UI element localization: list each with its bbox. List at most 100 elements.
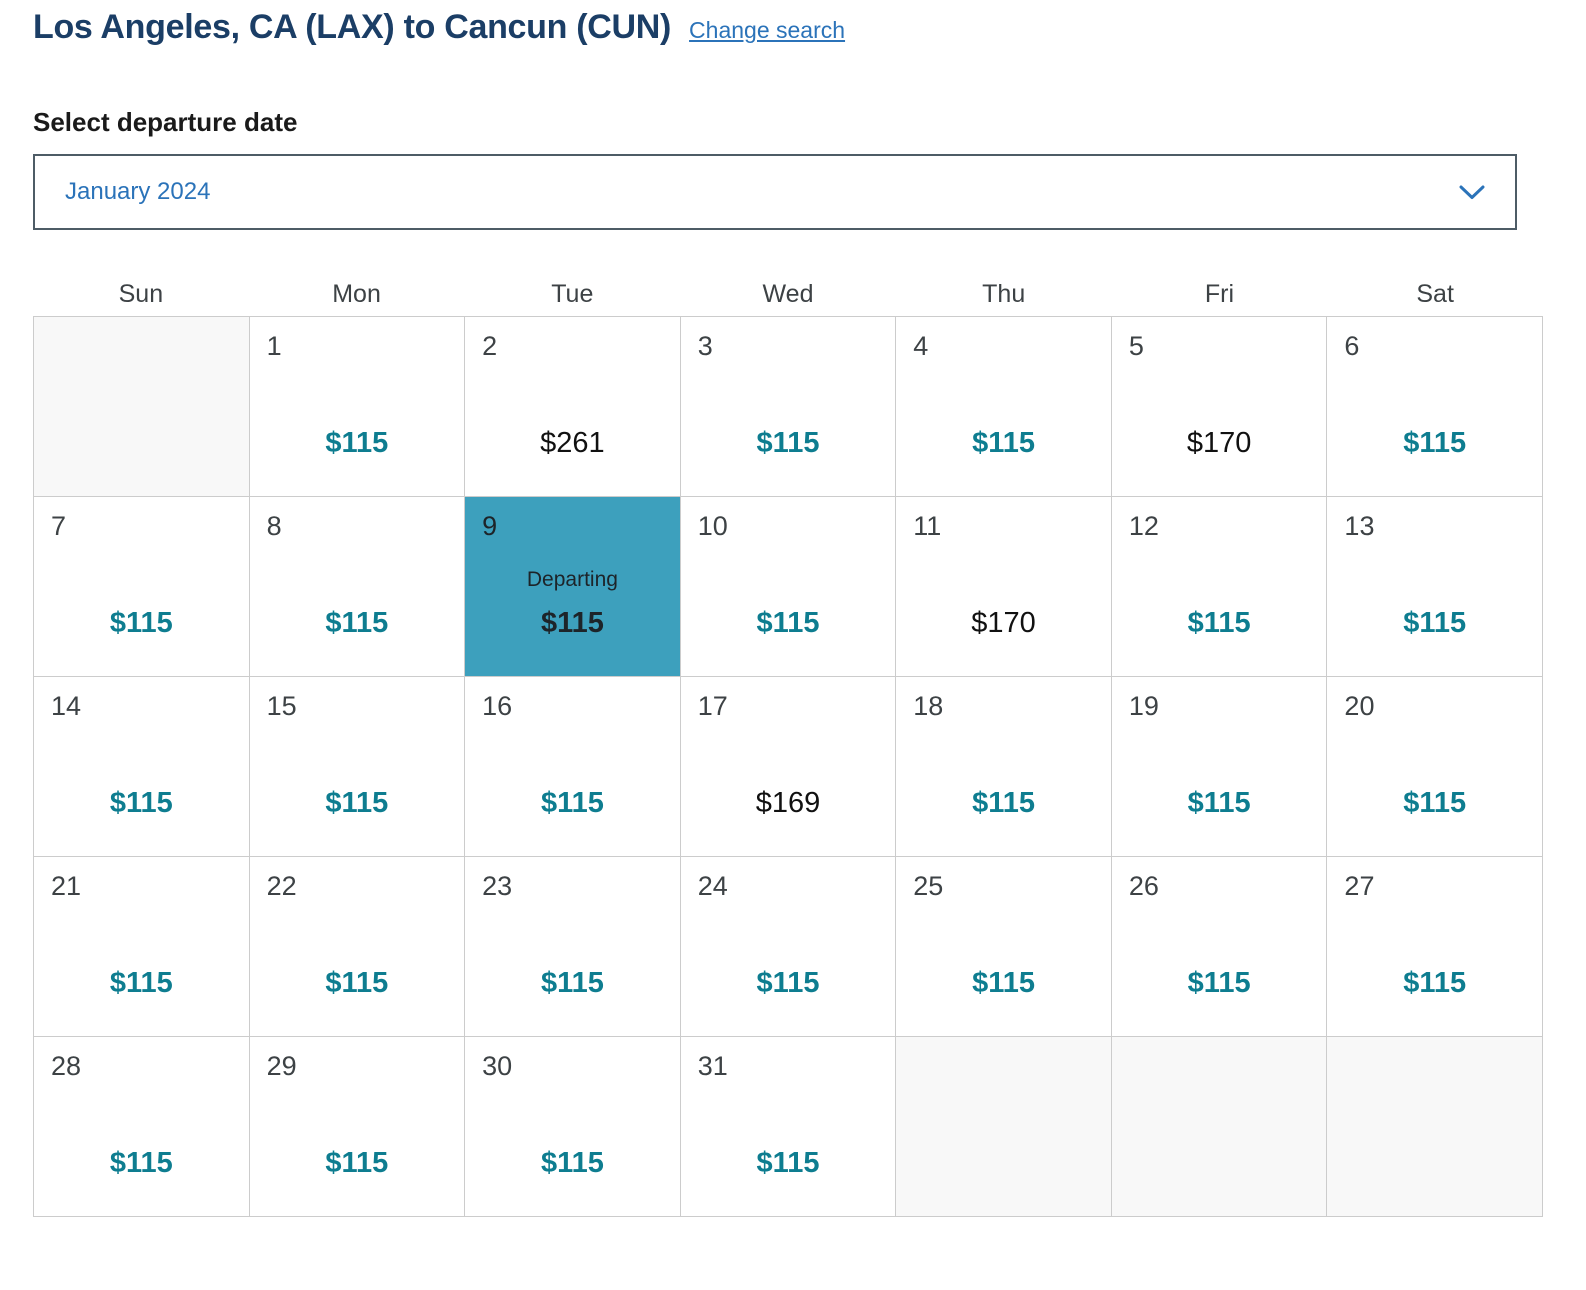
calendar-cell-day-23[interactable]: 23 $115 (465, 857, 680, 1036)
month-dropdown-value: January 2024 (65, 178, 211, 205)
change-search-link[interactable]: Change search (689, 17, 846, 43)
calendar-cell-day-1[interactable]: 1 $115 (249, 317, 465, 496)
fare-price: $115 (756, 607, 820, 639)
day-number: 31 (697, 1051, 728, 1081)
calendar-cell-day-11[interactable]: 11 $170 (896, 497, 1111, 676)
fare-price: $115 (1187, 787, 1251, 819)
fare-price: $115 (972, 427, 1036, 459)
day-number: 18 (913, 691, 944, 721)
day-number: 5 (1128, 331, 1144, 361)
calendar-cell-empty (1327, 1037, 1542, 1216)
fare-price: $115 (325, 607, 389, 639)
fare-price: $115 (756, 1147, 820, 1179)
fare-price: $115 (1403, 967, 1467, 999)
calendar-cell-day-3[interactable]: 3 $115 (680, 317, 896, 496)
day-header-mon: Mon (332, 279, 381, 308)
calendar-cell-day-10[interactable]: 10 $115 (680, 497, 896, 676)
calendar-cell-empty (34, 317, 249, 496)
day-header-tue: Tue (551, 279, 594, 308)
calendar-cell-day-16[interactable]: 16 $115 (465, 677, 680, 856)
calendar-cell-day-2[interactable]: 2 $261 (465, 317, 680, 496)
calendar-cell-day-14[interactable]: 14 $115 (34, 677, 249, 856)
calendar-day-headers: Sun Mon Tue Wed Thu Fri Sat (33, 272, 1543, 316)
month-dropdown[interactable]: January 2024 (33, 154, 1517, 230)
calendar-cell-day-22[interactable]: 22 $115 (249, 857, 465, 1036)
fare-price: $115 (540, 787, 604, 819)
fare-price: $115 (1403, 787, 1467, 819)
day-header-thu: Thu (982, 279, 1026, 308)
fare-price: $170 (1186, 427, 1252, 459)
calendar-cell-day-17[interactable]: 17 $169 (680, 677, 896, 856)
calendar-cell-day-27[interactable]: 27 $115 (1327, 857, 1542, 1036)
calendar-cell-day-30[interactable]: 30 $115 (465, 1037, 680, 1216)
day-number: 29 (266, 1051, 297, 1081)
day-number: 30 (482, 1051, 513, 1081)
fare-price: $115 (109, 967, 173, 999)
calendar-cell-day-31[interactable]: 31 $115 (680, 1037, 896, 1216)
fare-price: $115 (540, 1147, 604, 1179)
day-number: 14 (51, 691, 82, 721)
day-number: 22 (266, 871, 297, 901)
calendar-cell-empty (1111, 1037, 1327, 1216)
fare-price: $115 (972, 967, 1036, 999)
day-number: 9 (482, 511, 498, 541)
calendar-cell-day-6[interactable]: 6 $115 (1327, 317, 1542, 496)
fare-price: $170 (971, 607, 1036, 639)
fare-price: $115 (756, 967, 820, 999)
day-number: 25 (913, 871, 944, 901)
calendar-cell-empty (896, 1037, 1111, 1216)
calendar-cell-day-29[interactable]: 29 $115 (249, 1037, 465, 1216)
calendar-cell-day-8[interactable]: 8 $115 (249, 497, 465, 676)
day-number: 10 (697, 511, 728, 541)
fare-price: $115 (325, 967, 389, 999)
day-number: 19 (1128, 691, 1159, 721)
day-number: 21 (51, 871, 82, 901)
calendar-cell-day-26[interactable]: 26 $115 (1111, 857, 1327, 1036)
calendar-cell-day-19[interactable]: 19 $115 (1111, 677, 1327, 856)
day-number: 4 (913, 331, 929, 361)
page-header: Los Angeles, CA (LAX) to Cancun (CUN) Ch… (33, 8, 1586, 47)
fare-price: $115 (325, 427, 389, 459)
calendar-cell-day-9[interactable]: 9 Departing $115 (465, 497, 680, 676)
day-header-fri: Fri (1204, 279, 1234, 308)
day-number: 12 (1128, 511, 1159, 541)
calendar-cell-day-18[interactable]: 18 $115 (896, 677, 1111, 856)
departure-date-label: Select departure date (33, 107, 298, 137)
fare-price: $169 (755, 787, 821, 819)
calendar-cell-day-25[interactable]: 25 $115 (896, 857, 1111, 1036)
fare-price: $115 (109, 1147, 173, 1179)
fare-price: $115 (756, 427, 820, 459)
fare-price: $115 (1403, 427, 1467, 459)
calendar-cell-day-15[interactable]: 15 $115 (249, 677, 465, 856)
chevron-down-icon (1459, 185, 1485, 200)
fare-price: $115 (1403, 607, 1467, 639)
day-number: 11 (913, 511, 942, 541)
day-number: 23 (482, 871, 513, 901)
calendar-cell-day-20[interactable]: 20 $115 (1327, 677, 1542, 856)
fare-price: $115 (540, 967, 604, 999)
day-number: 17 (697, 691, 728, 721)
calendar-cell-day-13[interactable]: 13 $115 (1327, 497, 1542, 676)
calendar-cell-day-7[interactable]: 7 $115 (34, 497, 249, 676)
day-number: 15 (266, 691, 297, 721)
day-number: 27 (1344, 871, 1375, 901)
fare-price: $115 (540, 607, 604, 639)
page-title: Los Angeles, CA (LAX) to Cancun (CUN) (33, 8, 672, 46)
calendar-cell-day-24[interactable]: 24 $115 (680, 857, 896, 1036)
day-number: 8 (266, 511, 282, 541)
fare-price: $115 (109, 787, 173, 819)
fare-price: $115 (972, 787, 1036, 819)
day-number: 7 (51, 511, 67, 541)
fare-price: $115 (1187, 607, 1251, 639)
day-number: 20 (1344, 691, 1375, 721)
calendar-cell-day-5[interactable]: 5 $170 (1111, 317, 1327, 496)
fare-price: $115 (109, 607, 173, 639)
day-number: 16 (482, 691, 513, 721)
calendar-cell-day-12[interactable]: 12 $115 (1111, 497, 1327, 676)
calendar-cell-day-28[interactable]: 28 $115 (34, 1037, 249, 1216)
calendar-cell-day-21[interactable]: 21 $115 (34, 857, 249, 1036)
fare-price: $261 (540, 427, 605, 459)
fare-price: $115 (325, 1147, 389, 1179)
day-header-sat: Sat (1416, 279, 1454, 308)
calendar-cell-day-4[interactable]: 4 $115 (896, 317, 1111, 496)
